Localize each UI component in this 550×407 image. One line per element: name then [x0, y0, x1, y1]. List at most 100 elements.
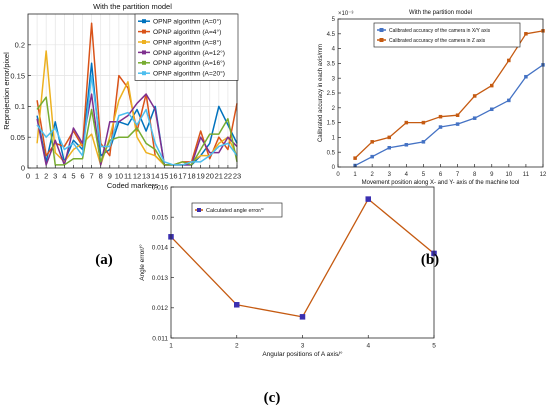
data-point [387, 146, 391, 150]
legend-box [134, 13, 239, 81]
x-tick-label: 10 [505, 172, 512, 178]
data-point [524, 74, 528, 79]
data-point [490, 83, 494, 88]
x-tick-label: 23 [233, 172, 241, 181]
y-tick-label: 1.5 [327, 121, 336, 127]
y-tick-label: 5 [332, 17, 336, 23]
x-tick-label: 3 [388, 172, 392, 178]
y-tick-label: 0.011 [152, 335, 168, 342]
legend-entry-1: OPNP algorithm (A=0°) [153, 18, 221, 26]
x-tick-label: 21 [215, 172, 223, 181]
panel-label-c: (c) [264, 390, 281, 406]
legend-swatch-marker [142, 50, 146, 55]
legend-entry-2: Calibrated accuracy of the camera in Z a… [389, 38, 486, 44]
x-tick-label: 1 [35, 172, 39, 181]
data-point [455, 113, 460, 117]
x-tick-label: 0 [26, 172, 30, 181]
y-tick-label: 4.5 [327, 32, 336, 38]
y-tick-label: 0.05 [10, 133, 25, 142]
series-line-2 [354, 30, 544, 159]
y-tick-label: 0 [21, 164, 25, 173]
x-tick-label: 16 [169, 172, 177, 181]
x-tick-label: 22 [224, 172, 232, 181]
data-point [421, 120, 426, 125]
y-tick-label: 0 [332, 165, 336, 171]
chart-a-reprojection-error: 0 1 2 3 4 5 6 7 8 9 10 11 12 13 14 15 16 17 18 19 20 21 22 2300… [2, 2, 241, 190]
y-tick-label: 0.013 [152, 275, 169, 282]
series-line-6 [36, 74, 238, 166]
data-point [490, 107, 494, 112]
panel-label-b: (b) [421, 252, 439, 268]
x-axis-label: Coded markers [107, 181, 159, 190]
x-tick-label: 5 [432, 343, 436, 350]
x-tick-label: 5 [71, 172, 75, 181]
legend-box [373, 22, 521, 48]
x-tick-label: 3 [53, 172, 57, 181]
y-tick-label: 0.1 [15, 102, 25, 111]
legend-swatch-marker [142, 40, 146, 44]
data-point [438, 125, 443, 129]
y-tick-label: 4 [332, 47, 336, 53]
x-tick-label: 17 [178, 172, 186, 181]
y-axis-label: Reprojection error/pixel [2, 52, 11, 130]
legend-swatch-marker [379, 28, 384, 32]
x-tick-label: 4 [405, 172, 409, 178]
x-tick-label: 13 [142, 172, 150, 181]
y-tick-label: 0.015 [152, 215, 169, 222]
x-tick-label: 1 [169, 343, 173, 350]
x-tick-label: 11 [124, 172, 132, 181]
data-point [404, 143, 409, 147]
legend-swatch-marker [142, 19, 146, 24]
series-line-1 [36, 62, 238, 166]
x-tick-label: 2 [370, 172, 374, 178]
x-tick-label: 2 [235, 343, 239, 350]
x-tick-label: 7 [90, 172, 94, 181]
y-tick-label: 3 [332, 76, 336, 82]
legend-swatch-marker [142, 29, 146, 34]
legend-swatch-marker [142, 71, 146, 76]
chart-c-angle-error: 1 2 3 4 5 0.011 0.012 0.013 0.014 0.015 0.016 Angul… [138, 184, 437, 358]
data-point [234, 302, 240, 308]
x-tick-label: 5 [422, 172, 426, 178]
y-tick-label: 0.014 [152, 245, 169, 252]
y-axis-label: Angle error/° [138, 244, 146, 281]
legend-box [191, 202, 283, 218]
data-point [370, 140, 374, 144]
data-point [387, 135, 391, 140]
y-tick-label: 0.5 [327, 150, 336, 156]
x-tick-label: 7 [456, 172, 460, 178]
data-point [472, 94, 477, 98]
x-tick-label: 14 [151, 172, 159, 181]
series-line-2 [36, 22, 238, 166]
x-tick-label: 20 [206, 172, 214, 181]
y-tick-label: 2 [332, 106, 336, 112]
x-tick-label: 10 [115, 172, 123, 181]
x-tick-label: 0 [336, 172, 340, 178]
x-tick-label: 4 [366, 343, 370, 350]
legend-entry-3: OPNP algorithm (A=8°) [153, 38, 221, 46]
chart-title: With the partition model [409, 10, 472, 16]
x-tick-label: 3 [301, 343, 305, 350]
x-tick-label: 8 [473, 172, 477, 178]
data-point [370, 154, 374, 159]
y-axis-label: Calibrated accuracy in each axis/mm [318, 44, 324, 142]
series-line-4 [36, 93, 238, 166]
y-axis-exponent: ×10⁻³ [338, 11, 353, 17]
data-point [421, 140, 426, 144]
x-axis-label: Angular positions of A axis/° [262, 350, 343, 358]
x-tick-label: 9 [108, 172, 112, 181]
y-tick-label: 0.016 [152, 184, 169, 191]
legend-entry-2: OPNP algorithm (A=4°) [153, 28, 221, 36]
y-tick-label: 3.5 [327, 62, 336, 68]
data-point [472, 116, 477, 120]
series-line-1 [354, 64, 544, 167]
panel-label-a: (a) [95, 252, 113, 268]
legend-swatch-marker [142, 60, 146, 65]
legend-entry-1: Calculated angle error/° [206, 208, 264, 214]
x-tick-label: 9 [490, 172, 494, 178]
series-line-5 [36, 96, 238, 166]
x-axis-label: Movement position along X- and Y- axis o… [362, 180, 520, 186]
data-point [507, 58, 511, 63]
x-tick-label: 18 [187, 172, 195, 181]
